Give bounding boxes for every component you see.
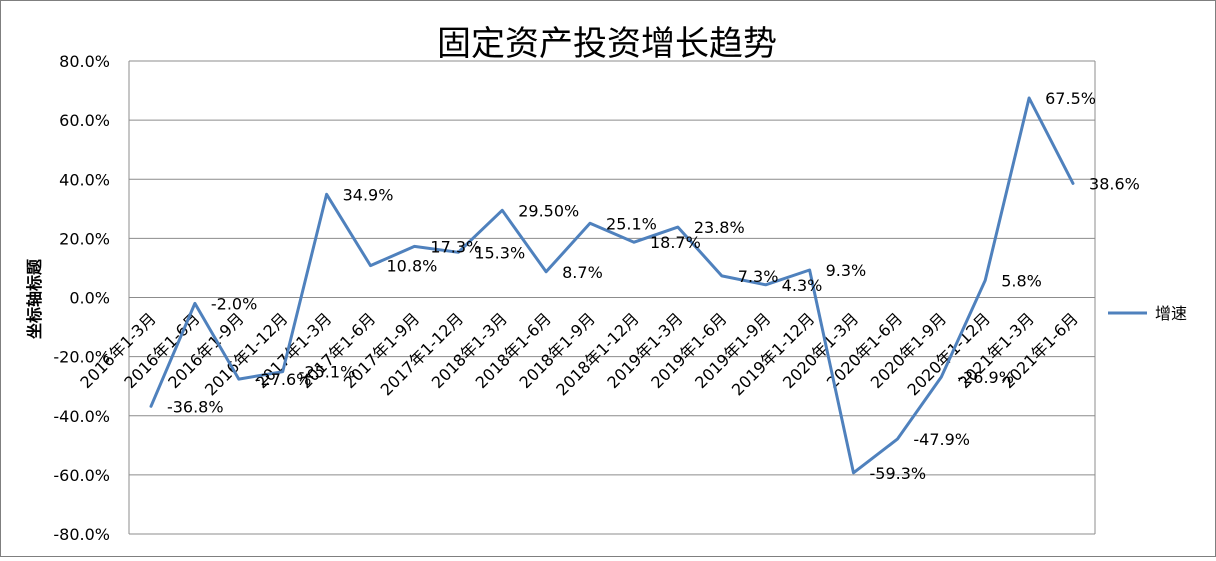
- data-label: 67.5%: [1045, 89, 1096, 108]
- data-label: 7.3%: [738, 267, 779, 286]
- y-tick-label: -20.0%: [53, 348, 110, 367]
- data-label: 15.3%: [474, 243, 525, 262]
- y-tick-label: 0.0%: [69, 289, 110, 308]
- y-tick-label: -60.0%: [53, 466, 110, 485]
- data-label: 5.8%: [1001, 271, 1042, 290]
- y-tick-label: 40.0%: [59, 170, 110, 189]
- gridlines: [128, 60, 1096, 535]
- legend: 增速: [1108, 304, 1187, 323]
- data-labels: -36.8% -2.0% -27.6%-25.1% 34.9% 10.8%17.3%15…: [167, 89, 1140, 483]
- y-tick-label: -80.0%: [53, 525, 110, 544]
- data-label: -26.9%: [957, 368, 1014, 387]
- y-tick-label: 60.0%: [59, 111, 110, 130]
- y-axis-title: 坐标轴标题: [25, 258, 44, 339]
- data-label: 18.7%: [650, 233, 701, 252]
- data-label: 4.3%: [782, 276, 823, 295]
- chart-title: 固定资产投资增长趋势: [437, 24, 777, 64]
- legend-label: 增速: [1155, 304, 1187, 323]
- data-label: 23.8%: [694, 218, 745, 237]
- data-label: -36.8%: [167, 397, 224, 416]
- data-label: 9.3%: [826, 261, 867, 280]
- data-label: -27.6%: [255, 370, 312, 389]
- data-label: 34.9%: [343, 185, 394, 204]
- data-label: 25.1%: [606, 214, 657, 233]
- series-group: [149, 96, 1075, 475]
- y-tick-label: 80.0%: [59, 52, 110, 71]
- y-axis-tick-labels: 80.0% 60.0% 40.0% 20.0% 0.0% -20.0% -40.0% -60.…: [53, 52, 110, 544]
- data-label: 29.50%: [518, 201, 579, 220]
- y-tick-label: 20.0%: [59, 229, 110, 248]
- data-label: 38.6%: [1089, 174, 1140, 193]
- data-label: 10.8%: [387, 257, 438, 276]
- series-line: [149, 96, 1075, 475]
- data-label: -47.9%: [913, 430, 970, 449]
- x-axis-tick-labels: 2016年1-3月2016年1-6月2016年1-9月2016年1-12月201…: [76, 309, 1081, 400]
- data-label: -59.3%: [870, 464, 927, 483]
- data-label: 8.7%: [562, 263, 603, 282]
- data-label: 17.3%: [430, 237, 481, 256]
- data-label: -2.0%: [211, 294, 257, 313]
- y-tick-label: -40.0%: [53, 407, 110, 426]
- data-label: -25.1%: [299, 363, 356, 382]
